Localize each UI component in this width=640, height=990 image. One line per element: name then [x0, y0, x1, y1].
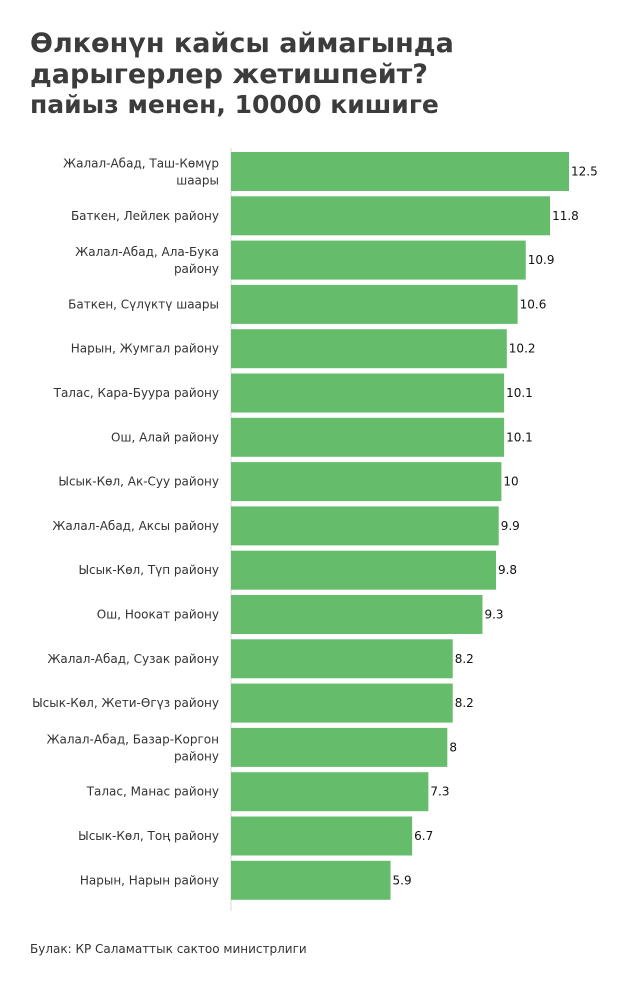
- bar-6: [231, 417, 505, 457]
- category-label-2: Жалал-Абад, Ала-Бука району: [75, 245, 219, 276]
- bar-14: [231, 772, 429, 812]
- category-label-16: Нарын, Нарын району: [80, 873, 219, 887]
- value-label-6: 10.1: [506, 430, 533, 444]
- value-label-3: 10.6: [520, 297, 547, 311]
- value-label-1: 11.8: [552, 209, 579, 223]
- category-label-6: Ош, Алай району: [111, 430, 219, 444]
- category-label-12: Ысык-Көл, Жети-Өгүз району: [32, 696, 219, 710]
- category-label-14: Талас, Манас району: [86, 785, 219, 799]
- value-label-9: 9.8: [498, 563, 517, 577]
- category-label-3: Баткен, Сүлүктү шаары: [68, 297, 219, 311]
- value-label-15: 6.7: [414, 829, 433, 843]
- category-label-15: Ысык-Көл, Тоң району: [78, 829, 219, 843]
- bar-11: [231, 639, 453, 679]
- bar-7: [231, 462, 502, 502]
- bar-9: [231, 550, 496, 590]
- category-label-9: Ысык-Көл, Түп району: [78, 563, 219, 577]
- bar-16: [231, 860, 391, 900]
- bar-3: [231, 284, 518, 324]
- value-label-5: 10.1: [506, 386, 533, 400]
- value-label-7: 10: [503, 475, 518, 489]
- category-label-13: Жалал-Абад, Базар-Коргон району: [47, 732, 219, 763]
- value-label-4: 10.2: [509, 342, 536, 356]
- bar-1: [231, 196, 551, 236]
- bar-4: [231, 329, 507, 369]
- value-label-10: 9.3: [484, 608, 503, 622]
- value-label-11: 8.2: [455, 652, 474, 666]
- bar-2: [231, 240, 526, 280]
- category-labels-group: Жалал-Абад, Таш-Көмүр шаары Баткен, Лейлек…: [32, 157, 219, 888]
- value-label-8: 9.9: [501, 519, 520, 533]
- value-label-2: 10.9: [528, 253, 555, 267]
- bar-15: [231, 816, 413, 856]
- value-label-13: 8: [449, 740, 457, 754]
- bar-0: [231, 152, 569, 191]
- bars-group: [231, 152, 569, 900]
- bar-chart: Жалал-Абад, Таш-Көмүр шаары Баткен, Лейлек…: [32, 148, 598, 912]
- value-label-12: 8.2: [455, 696, 474, 710]
- category-label-0: Жалал-Абад, Таш-Көмүр шаары: [63, 157, 219, 188]
- source-note: Булак: КР Саламаттык сактоо министрлиги: [30, 942, 307, 956]
- chart-subtitle: пайыз менен, 10000 кишиге: [30, 90, 439, 119]
- category-label-8: Жалал-Абад, Аксы району: [52, 519, 219, 533]
- category-label-10: Ош, Ноокат району: [97, 608, 219, 622]
- chart-title: Өлкөнүн кайсы аймагында дарыгерлер жетиш…: [30, 28, 454, 90]
- category-label-7: Ысык-Көл, Ак-Суу району: [58, 475, 219, 489]
- bar-10: [231, 595, 483, 634]
- bar-13: [231, 727, 448, 767]
- value-label-14: 7.3: [430, 785, 449, 799]
- category-label-1: Баткен, Лейлек району: [71, 209, 219, 223]
- category-label-4: Нарын, Жумгал району: [71, 342, 219, 356]
- category-label-11: Жалал-Абад, Сузак району: [47, 652, 219, 666]
- bar-12: [231, 683, 453, 723]
- value-label-0: 12.5: [571, 165, 598, 179]
- bar-5: [231, 373, 505, 413]
- value-labels-group: 12.5 11.8 10.9 10.6 10.2 10.1 10.1 10 9.9 9.8 9.3 8…: [393, 165, 598, 888]
- bar-8: [231, 506, 499, 546]
- category-label-5: Талас, Кара-Буура району: [53, 386, 219, 400]
- value-label-16: 5.9: [393, 873, 412, 887]
